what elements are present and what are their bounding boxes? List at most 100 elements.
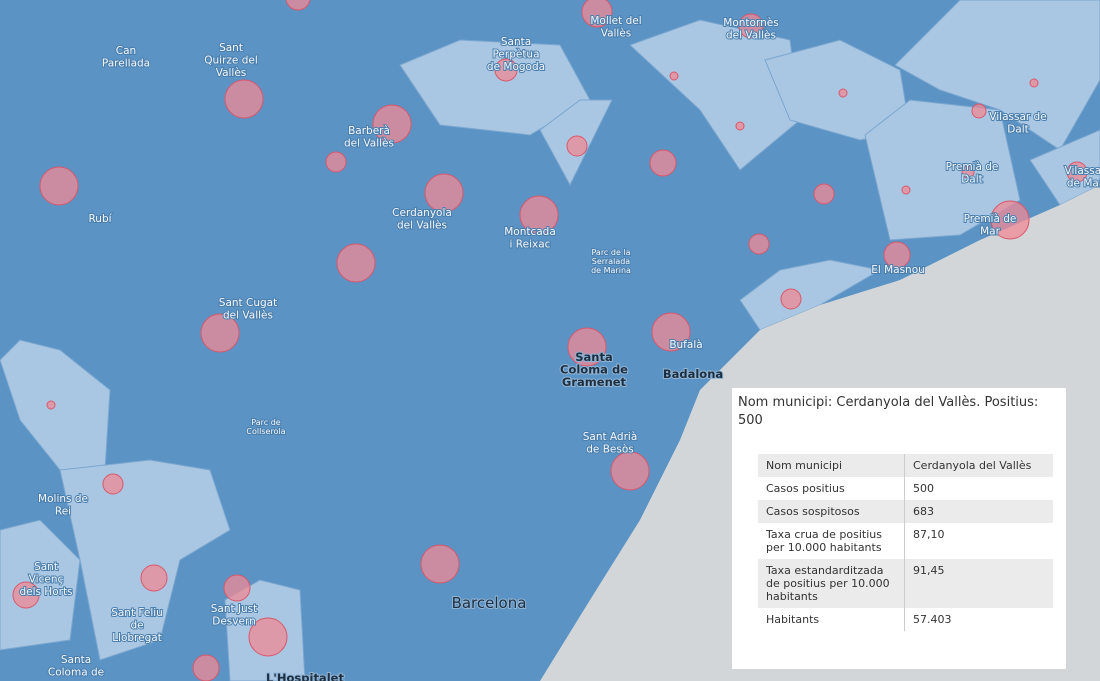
label-line: Sant Just [211,603,258,615]
label-line: Montornès [723,17,778,29]
field-name: Taxa crua de positius per 10.000 habitan… [758,523,905,559]
place-label: Sant Adrià de Besòs [583,431,638,456]
field-value: 500 [913,482,934,495]
symbol [336,243,376,283]
label-line: de Mar [1067,178,1100,190]
label-line: Perpètua [492,49,539,61]
label-line: Sant Adrià [583,431,638,443]
place-label: Bufalà [669,339,702,351]
popup-title: Nom municipi: Cerdanyola del Vallès. Pos… [738,395,1039,428]
symbol [46,400,56,410]
label-line: El Masnou [871,264,925,276]
label-line: de Besòs [586,444,634,456]
symbol [519,195,559,235]
symbol [738,13,764,39]
field-name: Nom municipi [758,454,905,477]
field-name: Taxa estandarditzada de positius per 10.… [758,559,905,608]
label-line: Molins de [38,493,88,505]
label-line: Cerdanyola [392,207,452,219]
symbol [494,58,518,82]
label-line: del Vallès [726,30,776,42]
symbol [567,327,607,367]
label-line: Desvern [212,616,255,628]
symbol [1066,161,1088,183]
place-label: Santa Perpètua de Mogoda [487,36,545,73]
symbol [248,617,288,657]
symbol [838,88,848,98]
place-label: Mollet del Vallès [590,15,641,40]
symbol [12,581,40,609]
symbol [1029,78,1039,88]
place-label: Sant Feliu de Llobregat [111,607,163,644]
label-line: de Marina [591,266,631,275]
label-line: Vilassar de [989,111,1046,123]
symbol [581,0,613,28]
label-line: Santa [501,36,531,48]
place-label: Sant Quirze del Vallès [204,42,258,79]
place-label: Vilassar de Dalt [989,111,1046,136]
label-line: Dalt [961,174,983,186]
symbol [669,71,679,81]
label-line: Bufalà [669,339,702,351]
place-label: Barberà del Vallès [344,125,394,150]
place-label: Sant Just Desvern [211,603,258,628]
label-line: del Vallès [223,310,273,322]
label-line: Montcada [504,226,556,238]
label-line: Vilassar [1065,165,1100,177]
place-label: Santa Coloma de Gramenet [560,350,628,389]
symbol [424,173,464,213]
label-line: de [130,620,143,632]
label-line: Barcelona [452,594,527,612]
label-line: Premià de [964,213,1017,225]
symbol [224,79,264,119]
label-line: Collserola [246,427,285,436]
label-line: Sant Feliu [111,607,163,619]
table-row: Nom municipi Cerdanyola del Vallès [758,454,1053,477]
table-row: Taxa crua de positius per 10.000 habitan… [758,523,1053,559]
label-line: Coloma de [560,363,628,377]
label-line: Parellada [102,58,150,70]
symbol [735,121,745,131]
label-line: Santa [575,350,613,364]
place-label: Sant Cugat del Vallès [219,297,277,322]
table-row: Casos sospitosos 683 [758,500,1053,523]
label-line: L'Hospitalet [266,671,344,681]
label-line: Barberà [348,125,390,137]
label-line: Serralada [592,257,631,266]
symbols [12,0,1088,681]
place-label: Badalona [663,367,723,381]
label-line: Dalt [1007,124,1029,136]
field-value: 683 [913,505,934,518]
symbol [192,654,220,681]
label-line: Llobregat [112,632,162,644]
symbol [748,233,770,255]
label-line: Rubí [88,213,112,225]
place-label: Santa Coloma de [48,654,104,679]
place-label: Sant Vicenç dels Horts [19,561,72,598]
place-label: Premià de Dalt [946,161,999,186]
symbol [971,103,987,119]
label-line: Gramenet [562,375,627,389]
field-name: Casos positius [758,477,905,500]
symbol [990,200,1030,240]
place-label: Parc de Collserola [246,418,285,436]
label-line: Sant [34,561,58,573]
symbol [372,104,412,144]
field-value: 57.403 [913,613,952,626]
symbol [223,574,251,602]
label-line: Sant [219,42,243,54]
symbol [780,288,802,310]
label-line: Sant Cugat [219,297,277,309]
place-label: Molins de Rei [38,493,88,518]
label-line: Mollet del [590,15,641,27]
symbol [285,0,311,11]
label-line: i Reixac [510,239,551,251]
label-line: Rei [55,506,71,518]
symbol [420,544,460,584]
place-label: Montcada i Reixac [504,226,556,251]
symbol [813,183,835,205]
label-line: Santa [61,654,91,666]
place-label: L'Hospitalet [266,671,344,681]
